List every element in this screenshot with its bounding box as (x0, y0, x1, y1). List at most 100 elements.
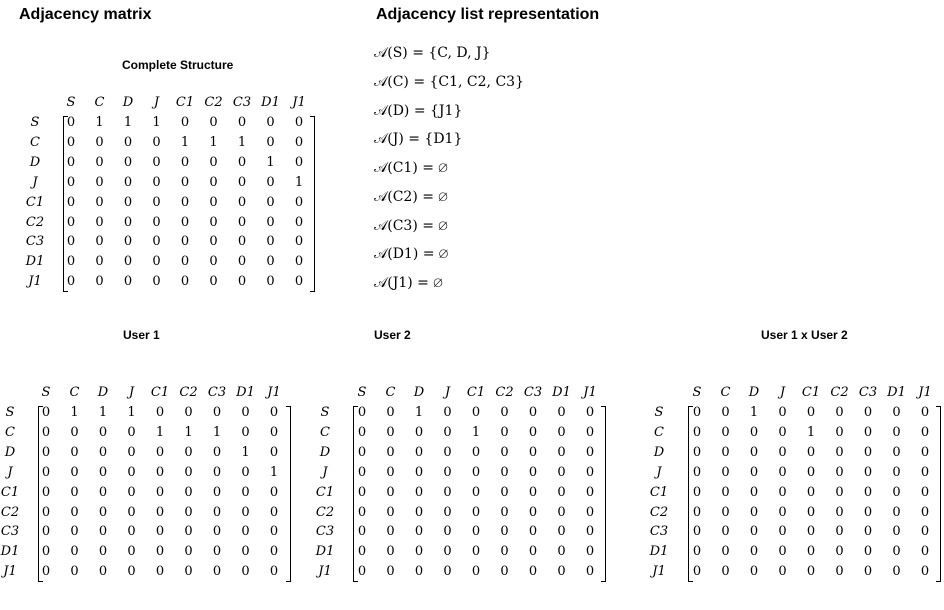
user2-cell-d1-s: 0 (357, 544, 367, 560)
complete-cell-c1-c1: 0 (180, 194, 190, 210)
user1-row-label-d1: D1 (0, 544, 20, 560)
user2-cell-c2-d1: 0 (557, 504, 566, 520)
product-cell-s-j1: 0 (920, 405, 930, 420)
complete-cell-c3-s: 0 (66, 234, 76, 250)
complete-cell-j-d1: 0 (266, 174, 275, 190)
product-cell-j-c: 0 (721, 464, 730, 480)
user2-cell-c2-d: 0 (414, 504, 424, 520)
complete-cell-s-j1: 0 (294, 115, 304, 130)
user1-cell-j-j: 0 (127, 464, 136, 480)
product-cell-j-s: 0 (692, 464, 702, 480)
adjacency-list-entry-s: 𝒜(S) = {C, D, J} (374, 45, 491, 61)
complete-cell-d1-d1: 0 (266, 254, 275, 270)
user1-cell-d-s: 0 (41, 444, 51, 460)
user2-cell-c3-j: 0 (443, 524, 452, 540)
product-col-label-c: C (720, 385, 731, 400)
user2-cell-c1-d: 0 (414, 484, 424, 500)
user1-cell-j1-c2: 0 (184, 564, 193, 580)
user2-cell-j1-c1: 0 (471, 564, 481, 580)
user1-col-label-c1: C1 (150, 385, 170, 400)
product-cell-j1-d: 0 (749, 564, 759, 580)
product-cell-j1-j1: 0 (920, 564, 930, 580)
complete-col-label-c: C (94, 95, 105, 110)
product-cell-j-c2: 0 (835, 464, 844, 480)
user2-cell-s-j1: 0 (585, 405, 595, 420)
user2-col-label-d: D (413, 385, 425, 400)
user2-cell-j-c2: 0 (500, 464, 509, 480)
user1-cell-c2-j: 0 (127, 504, 136, 520)
complete-cell-j1-d1: 0 (266, 274, 275, 290)
user1-cell-s-s: 0 (41, 405, 51, 420)
user1-cell-d1-j: 0 (127, 544, 136, 560)
product-left-bracket (688, 406, 693, 583)
product-cell-d-c3: 0 (863, 444, 873, 460)
user2-cell-s-c2: 0 (500, 405, 509, 420)
product-cell-d-s: 0 (692, 444, 702, 460)
user2-cell-d1-j1: 0 (585, 544, 595, 560)
complete-col-label-c3: C3 (232, 95, 252, 110)
user1-right-bracket (286, 406, 291, 583)
complete-cell-j-j1: 1 (294, 174, 304, 190)
user1-cell-c-d1: 0 (241, 424, 250, 440)
complete-cell-j1-d: 0 (123, 274, 133, 290)
user2-cell-j-c: 0 (386, 464, 395, 480)
product-cell-s-s: 0 (692, 405, 702, 420)
user1-cell-s-c3: 0 (212, 405, 222, 420)
user2-cell-j1-c2: 0 (500, 564, 509, 580)
complete-cell-d1-d: 0 (123, 254, 133, 270)
complete-cell-c3-j: 0 (152, 234, 161, 250)
complete-col-label-j1: J1 (292, 95, 306, 110)
complete-cell-c2-c3: 0 (237, 214, 247, 230)
product-cell-j-c1: 0 (806, 464, 816, 480)
product-cell-j1-c3: 0 (863, 564, 873, 580)
complete-cell-c2-d: 0 (123, 214, 133, 230)
complete-cell-c3-c3: 0 (237, 234, 247, 250)
user2-cell-c-c3: 0 (528, 424, 538, 440)
product-cell-d1-s: 0 (692, 544, 702, 560)
product-cell-c2-j: 0 (778, 504, 787, 520)
product-row-label-d: D (653, 444, 665, 460)
user1-cell-j1-s: 0 (41, 564, 51, 580)
product-cell-s-d: 1 (749, 405, 759, 420)
user2-cell-c2-c1: 0 (471, 504, 481, 520)
complete-cell-c-c1: 1 (180, 134, 190, 150)
user1-cell-j-c3: 0 (212, 464, 222, 480)
user1-cell-c-c: 0 (70, 424, 79, 440)
user2-cell-d1-d1: 0 (557, 544, 566, 560)
product-cell-c2-c1: 0 (806, 504, 816, 520)
user1-cell-c1-c2: 0 (184, 484, 193, 500)
adjacency-list-entry-c3: 𝒜(C3) = ∅ (374, 218, 448, 234)
adjacency-list-heading: Adjacency list representation (376, 6, 600, 23)
complete-cell-c-c3: 1 (237, 134, 247, 150)
product-cell-c-d1: 0 (892, 424, 901, 440)
complete-cell-c1-c3: 0 (237, 194, 247, 210)
complete-row-label-j1: J1 (28, 274, 42, 290)
user2-row-label-c3: C3 (315, 524, 335, 540)
product-cell-d1-c1: 0 (806, 544, 816, 560)
user2-cell-j1-s: 0 (357, 564, 367, 580)
user1-cell-d1-s: 0 (41, 544, 51, 560)
complete-cell-j1-s: 0 (66, 274, 76, 290)
user2-cell-j-s: 0 (357, 464, 367, 480)
user2-cell-c1-c: 0 (386, 484, 395, 500)
complete-cell-d-c3: 0 (237, 154, 247, 170)
user1-cell-d1-d1: 0 (241, 544, 250, 560)
complete-cell-c-j1: 0 (294, 134, 304, 150)
user2-cell-c1-d1: 0 (557, 484, 566, 500)
user1-col-label-c2: C2 (179, 385, 198, 400)
product-cell-c2-c: 0 (721, 504, 730, 520)
user1-cell-d-j: 0 (127, 444, 136, 460)
user2-cell-d-d: 0 (414, 444, 424, 460)
user1-cell-d1-c: 0 (70, 544, 79, 560)
complete-cell-d1-c3: 0 (237, 254, 247, 270)
user2-cell-c3-j1: 0 (585, 524, 595, 540)
product-cell-c1-d: 0 (749, 484, 759, 500)
user1-cell-c-c1: 1 (155, 424, 165, 440)
complete-cell-c3-d: 0 (123, 234, 133, 250)
user1-cell-s-c1: 0 (155, 405, 165, 420)
user1-cell-j-d1: 0 (241, 464, 250, 480)
user1-cell-c1-c1: 0 (155, 484, 165, 500)
user2-cell-j1-c: 0 (386, 564, 395, 580)
complete-cell-c3-c: 0 (95, 234, 104, 250)
user1-cell-d1-c3: 0 (212, 544, 222, 560)
